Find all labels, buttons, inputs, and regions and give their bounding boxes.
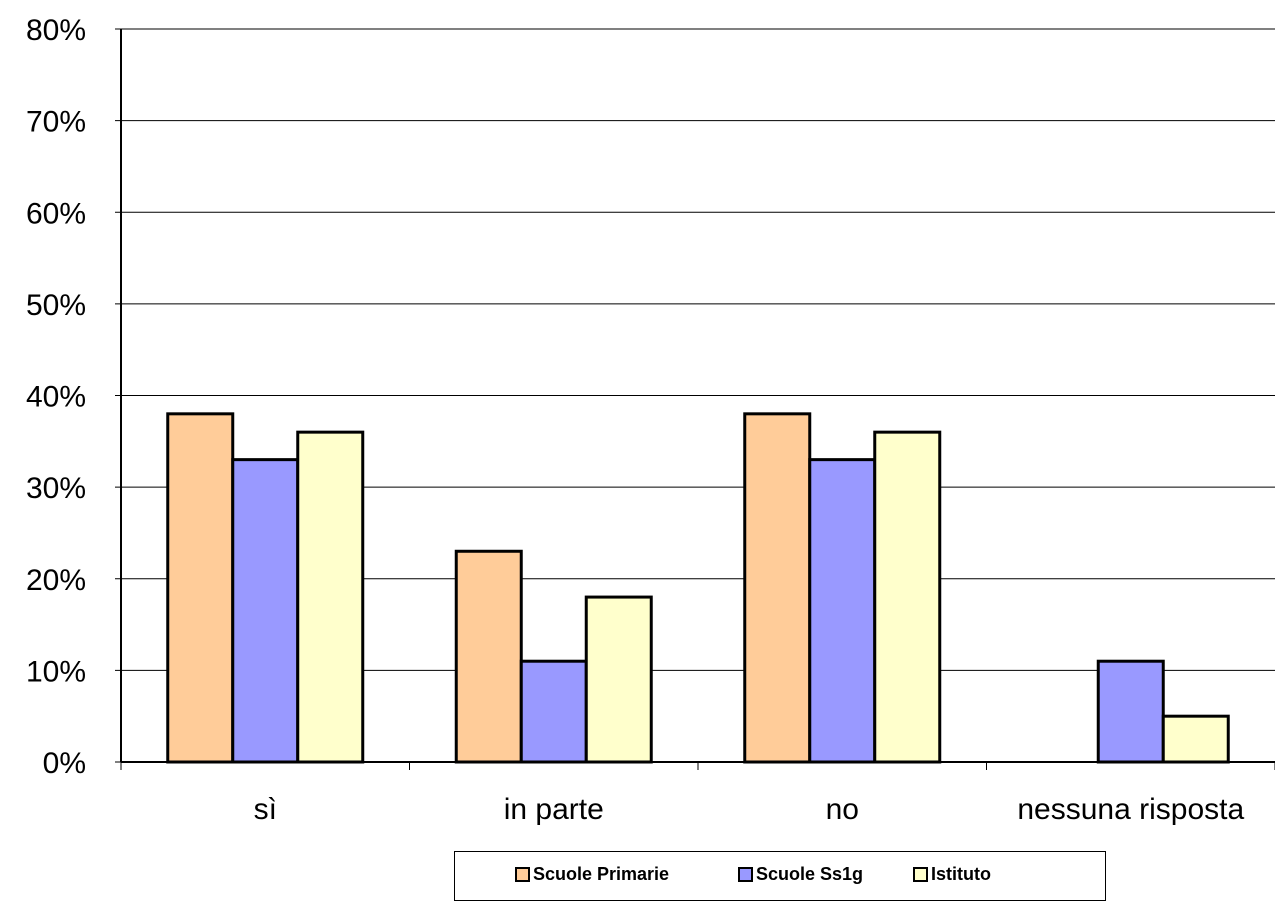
y-tick-label: 30% (26, 472, 86, 505)
legend-label-ss1g: Scuole Ss1g (756, 864, 864, 884)
y-tick-label: 70% (26, 106, 86, 139)
legend-swatch-ss1g (738, 867, 753, 882)
bar (454, 549, 523, 764)
bar (873, 430, 942, 764)
y-tick-label: 60% (26, 197, 86, 230)
y-tick-label: 0% (43, 747, 86, 780)
y-tick-labels: 0% 10% 20% 30% 40% 50% 60% 70% 80% (26, 14, 86, 780)
legend: Scuole Primarie Scuole Ss1g Istituto (454, 851, 1106, 901)
bar (1096, 659, 1165, 764)
axes (120, 29, 1275, 770)
x-category-label: no (826, 793, 859, 826)
y-tick-label: 20% (26, 564, 86, 597)
bar (166, 412, 235, 764)
legend-swatch-istituto (913, 867, 928, 882)
legend-swatch-primarie (515, 867, 530, 882)
x-category-labels: sì in parte no nessuna risposta (254, 793, 1245, 826)
legend-item-primarie: Scuole Primarie (515, 864, 669, 885)
bar (743, 412, 812, 764)
y-tick-label: 50% (26, 289, 86, 322)
x-category-label: sì (254, 793, 277, 826)
y-tick-label: 80% (26, 14, 86, 47)
x-category-label: nessuna risposta (1017, 793, 1244, 826)
legend-item-istituto: Istituto (913, 864, 991, 885)
bar (231, 458, 300, 764)
bar (584, 595, 653, 764)
y-tick-label: 40% (26, 381, 86, 414)
legend-item-ss1g: Scuole Ss1g (738, 864, 863, 885)
x-category-label: in parte (504, 793, 604, 826)
y-tick-label: 10% (26, 655, 86, 688)
bar (296, 430, 365, 764)
bars (166, 412, 1230, 764)
bar (808, 458, 877, 764)
legend-label-istituto: Istituto (931, 864, 991, 884)
bar (519, 659, 588, 764)
bar (1161, 714, 1230, 764)
legend-label-primarie: Scuole Primarie (533, 864, 670, 884)
